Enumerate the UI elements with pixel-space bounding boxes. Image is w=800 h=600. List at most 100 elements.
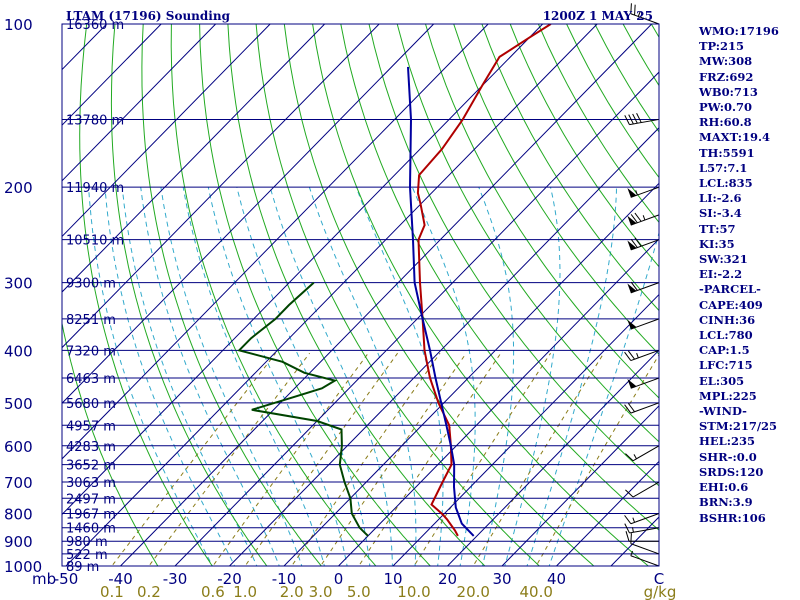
dry-adiabat [481, 24, 659, 312]
moist-adiabat [548, 231, 659, 566]
parameter-line: CINH:36 [699, 312, 756, 327]
height-label: 1967 m [66, 507, 116, 522]
isotherm [62, 24, 162, 126]
pressure-unit-label: mb [32, 570, 56, 588]
wind-barb-half [630, 550, 633, 556]
dry-adiabat [396, 24, 659, 443]
temperature-tick-label: -50 [54, 570, 79, 588]
parameter-line: KI:35 [699, 236, 735, 251]
dry-adiabat [368, 24, 659, 487]
pressure-tick-label: 400 [4, 342, 33, 360]
wind-barb [630, 533, 660, 555]
isotherm [447, 349, 659, 566]
height-label: 6463 m [66, 372, 116, 387]
wind-barb-flag [634, 237, 642, 247]
wind-barb-flag [630, 533, 632, 544]
isotherm [65, 24, 598, 566]
isotherm [229, 127, 659, 566]
parameter-line: LFC:715 [699, 358, 753, 373]
wind-barb-half [635, 190, 638, 196]
height-label: 980 m [66, 535, 108, 550]
mixing-ratio-line [413, 352, 552, 566]
wind-barb-shaft [630, 239, 660, 251]
wind-barb-flag [630, 238, 638, 248]
pressure-tick-label: 1000 [4, 558, 42, 576]
mixing-ratio-tick-label: 0.6 [201, 583, 225, 600]
mixing-ratio-line [148, 352, 310, 566]
isotherm [62, 24, 489, 460]
wind-barb-flag [634, 4, 636, 16]
dewpoint-trace [237, 281, 369, 537]
wind-barb-shaft [630, 513, 660, 525]
parameter-line: MW:308 [699, 54, 753, 69]
temperature-tick-label: 20 [438, 570, 457, 588]
dry-adiabat [255, 24, 541, 566]
isotherm [62, 24, 271, 238]
parameter-line: CAP:1.5 [699, 343, 750, 358]
moist-adiabat [411, 187, 476, 566]
parameter-line: EL:305 [699, 373, 745, 388]
wind-barb-pennant [627, 240, 637, 250]
height-label: 9300 m [66, 277, 116, 292]
height-label: 5680 m [66, 397, 116, 412]
wind-barb-flag [636, 113, 642, 123]
mixing-ratio-tick-label: 0.2 [137, 583, 161, 600]
parameter-line: PW:0.70 [699, 100, 753, 115]
temperature-trace [416, 24, 552, 537]
wind-barb-pennant [627, 283, 637, 293]
temperature-tick-label: 10 [383, 570, 402, 588]
height-label: 1460 m [66, 522, 116, 537]
wind-barb-flag [624, 351, 632, 361]
wind-barb-flag [630, 3, 632, 14]
mixing-ratio-line [472, 352, 605, 566]
mixing-ratio-tick-label: 5.0 [347, 583, 371, 600]
pressure-tick-label: 200 [4, 179, 33, 197]
wind-barb-shaft [630, 186, 660, 198]
mixing-ratio-unit-label: g/kg [644, 583, 677, 600]
height-label: 522 m [66, 548, 108, 563]
mixing-ratio-tick-label: 3.0 [309, 583, 333, 600]
wind-barb [627, 237, 660, 251]
dry-adiabat [509, 24, 659, 268]
parameter-line: TT:57 [699, 221, 736, 236]
height-label: 3652 m [66, 459, 116, 474]
wind-barb-shaft [630, 402, 660, 414]
wind-barb-flag [627, 350, 635, 360]
wind-barb [627, 377, 660, 389]
isotherm [338, 238, 659, 566]
mixing-ratio-tick-label: 20.0 [457, 583, 490, 600]
pressure-tick-label: 500 [4, 395, 33, 413]
wind-barb-flag [627, 403, 635, 413]
wind-barb-pennant [627, 319, 637, 330]
temperature-tick-label: -10 [272, 570, 297, 588]
moist-adiabat [355, 187, 444, 566]
wind-barb-flag [624, 515, 632, 525]
parameter-line: WMO:17196 [699, 24, 779, 38]
isotherm [174, 71, 659, 566]
pressure-tick-label: 800 [4, 505, 33, 523]
dry-adiabat [312, 24, 650, 566]
wind-barb-flag [625, 453, 634, 462]
isotherm [62, 24, 217, 182]
dry-adiabat [425, 24, 659, 399]
parameter-line: RH:60.8 [699, 115, 752, 130]
height-label: 7320 m [66, 344, 116, 359]
parameter-line: CAPE:409 [699, 297, 763, 312]
isotherm [62, 24, 544, 516]
wind-barb [627, 318, 660, 330]
wind-barb-shaft [630, 349, 660, 362]
parameter-line: BRN:3.9 [699, 495, 753, 510]
parameter-line: TP:215 [699, 39, 745, 54]
height-label: 13780 m [66, 113, 124, 128]
isotherm [501, 405, 659, 566]
wind-barb-flag [632, 113, 638, 124]
isotherm [283, 182, 659, 566]
pressure-tick-label: 600 [4, 438, 33, 456]
parameter-line: LI:-2.6 [699, 191, 742, 206]
temperature-tick-label: -40 [108, 570, 133, 588]
moist-adiabat [160, 187, 303, 566]
dry-adiabat [62, 320, 159, 566]
dry-adiabat [340, 24, 659, 531]
isotherm [120, 24, 653, 566]
